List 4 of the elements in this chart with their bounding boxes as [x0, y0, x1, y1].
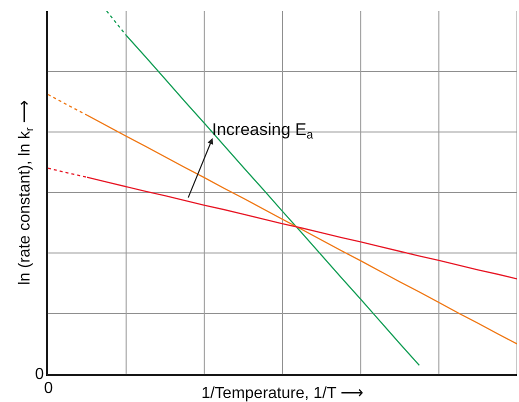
x-axis-title: 1/Temperature, 1/T ⟶ — [201, 385, 364, 402]
annotation: Increasing E$_{a}$ — [212, 120, 314, 142]
text: 0 — [35, 366, 44, 383]
text: 0 — [44, 380, 53, 397]
